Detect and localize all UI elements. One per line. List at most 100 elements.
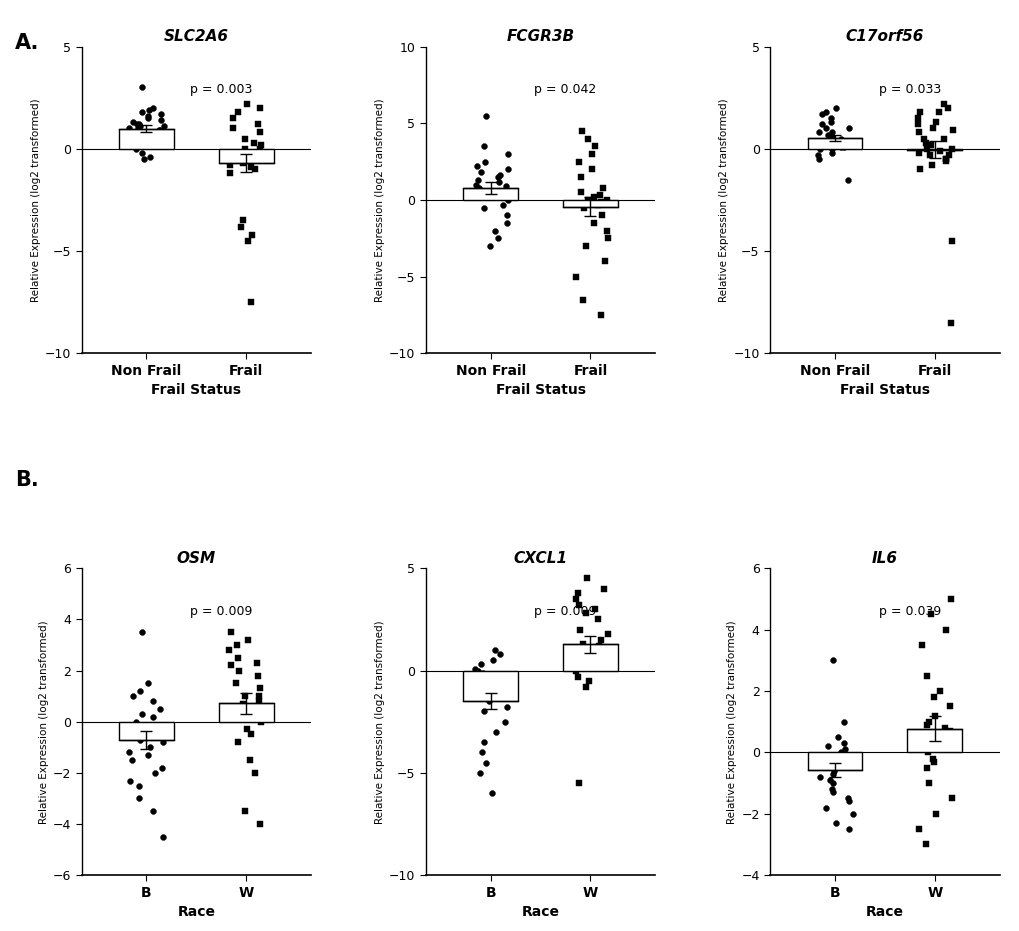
Point [251,694,267,708]
Point [844,806,860,821]
Point [222,166,238,181]
Point [926,708,943,723]
Text: A.: A. [15,33,40,52]
Point [570,155,586,169]
Point [592,307,608,322]
Point [142,150,158,165]
Point [923,121,940,136]
Point [826,135,843,150]
Point [910,125,926,140]
Point [817,121,834,136]
Point [470,663,486,678]
Point [478,669,494,684]
Point [477,755,493,770]
Point [243,727,259,742]
Point [822,129,839,144]
Point [466,661,482,676]
Point [918,717,934,732]
Point [136,152,152,167]
Point [569,669,585,684]
Point [153,113,169,128]
Point [573,647,589,662]
Point [832,745,848,760]
Point [592,632,608,647]
Point [924,751,941,766]
Point [489,169,505,184]
Point [823,776,840,790]
Point [598,193,614,208]
Point [935,721,952,735]
Point [251,681,267,695]
Point [482,238,498,253]
Point [484,786,500,801]
Point [228,676,245,691]
Point [586,216,602,231]
Point [152,701,168,716]
Point [823,785,840,800]
Point [575,292,591,307]
Point [224,121,240,136]
Point [251,689,267,704]
Point [922,607,938,622]
X-axis label: Frail Status: Frail Status [151,384,242,398]
Point [823,142,840,156]
X-axis label: Race: Race [521,905,559,919]
Point [123,752,140,767]
Text: p = 0.042: p = 0.042 [534,84,596,97]
Point [156,119,172,134]
Y-axis label: Relative Expression (log2 transformed): Relative Expression (log2 transformed) [39,620,49,824]
Point [596,254,612,269]
Point [840,757,856,772]
Point [236,142,253,156]
Point [827,135,844,150]
Point [941,699,957,714]
Point [826,748,843,762]
Point [817,800,834,815]
Point [592,188,608,203]
Point [917,837,933,852]
Point [149,129,165,144]
Point [237,150,254,165]
Point [498,188,515,203]
Point [830,133,847,148]
Point [941,147,957,162]
Point [823,653,840,668]
Point [229,735,246,749]
Y-axis label: Relative Expression (log2 transformed): Relative Expression (log2 transformed) [31,98,41,302]
Point [221,157,237,172]
Point [147,765,163,780]
Point [475,665,491,680]
Point [472,165,488,180]
Point [238,97,255,112]
Point [252,101,268,115]
Point [570,598,586,613]
Bar [907,729,961,752]
Point [130,117,147,132]
Point [590,197,606,212]
Point [841,121,857,136]
Point [824,763,841,778]
Bar [219,149,273,163]
Text: p = 0.033: p = 0.033 [877,84,940,97]
Point [133,145,150,160]
Point [572,185,588,200]
Point [128,117,145,132]
Point [921,147,937,162]
Point [936,622,953,637]
Point [471,181,487,196]
Point [252,125,268,140]
Point [579,571,595,586]
Point [568,663,584,678]
Point [574,637,590,652]
Point [152,123,168,138]
Point [813,107,829,122]
Point [918,761,934,776]
Point [819,127,836,142]
Point [232,152,249,167]
Point [155,830,171,844]
Point [600,231,616,246]
Bar [562,200,618,207]
Point [474,683,490,698]
Point [145,694,161,708]
Point [253,714,269,729]
